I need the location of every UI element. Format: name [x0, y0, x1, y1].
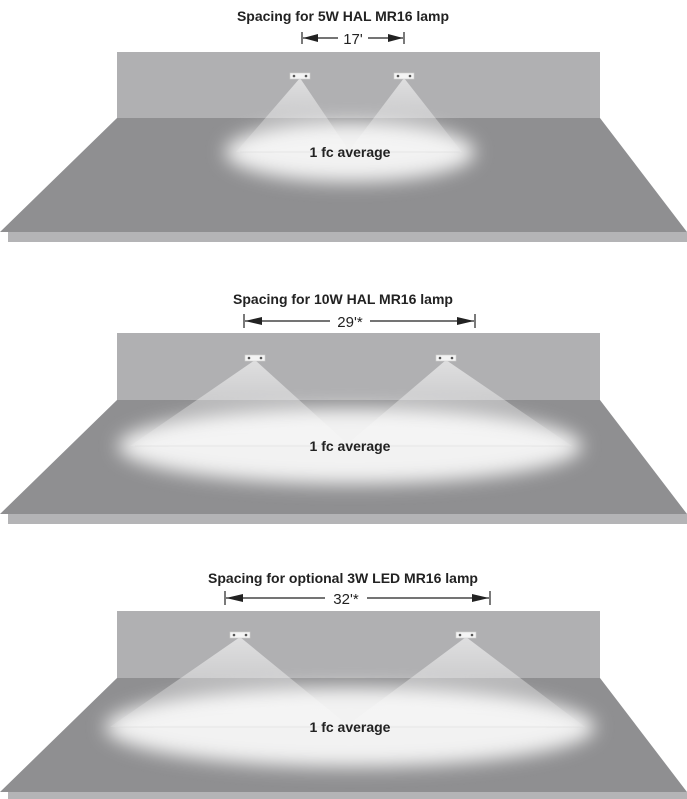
light-beam-left [110, 637, 350, 727]
wall [117, 52, 600, 120]
light-beam-right [345, 637, 585, 727]
wall [117, 611, 600, 679]
panel-3w-led: Spacing for optional 3W LED MR16 lamp 32… [0, 570, 687, 799]
floor-edge [8, 792, 687, 799]
spacing-dimension: 29'* [243, 314, 476, 331]
lamp-fixture-right [393, 72, 415, 80]
spacing-value: 29'* [337, 314, 363, 331]
arrow-left-head [226, 594, 243, 602]
spacing-value: 17' [343, 31, 363, 48]
wall [117, 333, 600, 401]
floor-edge [8, 232, 687, 242]
light-beam-right [345, 360, 572, 446]
lamp-fixture-right [435, 354, 457, 362]
floor-edge [8, 514, 687, 524]
spacing-dimension: 32'* [224, 591, 491, 608]
arrow-left-head [303, 34, 318, 42]
spacing-value: 32'* [333, 591, 359, 608]
arrow-right-head [388, 34, 403, 42]
panel-title: Spacing for 5W HAL MR16 lamp [237, 8, 449, 24]
arrow-left-head [245, 317, 262, 325]
arrow-right-head [457, 317, 474, 325]
panel-5w-hal: Spacing for 5W HAL MR16 lamp 17' 1 f [0, 8, 687, 242]
lamp-fixture-right [455, 631, 477, 639]
arrow-right-head [472, 594, 489, 602]
spacing-dimension: 17' [301, 31, 405, 48]
light-beam-left [130, 360, 350, 446]
lamp-fixture-left [289, 72, 311, 80]
panel-title: Spacing for 10W HAL MR16 lamp [233, 291, 453, 307]
lamp-fixture-left [244, 354, 266, 362]
panel-10w-hal: Spacing for 10W HAL MR16 lamp 29'* 1 [0, 291, 687, 524]
illuminance-label: 1 fc average [310, 144, 391, 160]
lamp-fixture-left [229, 631, 251, 639]
light-beam-right [348, 78, 462, 152]
illuminance-label: 1 fc average [310, 438, 391, 454]
panel-title: Spacing for optional 3W LED MR16 lamp [208, 570, 478, 586]
light-beam-left [236, 78, 350, 152]
illuminance-label: 1 fc average [310, 719, 391, 735]
